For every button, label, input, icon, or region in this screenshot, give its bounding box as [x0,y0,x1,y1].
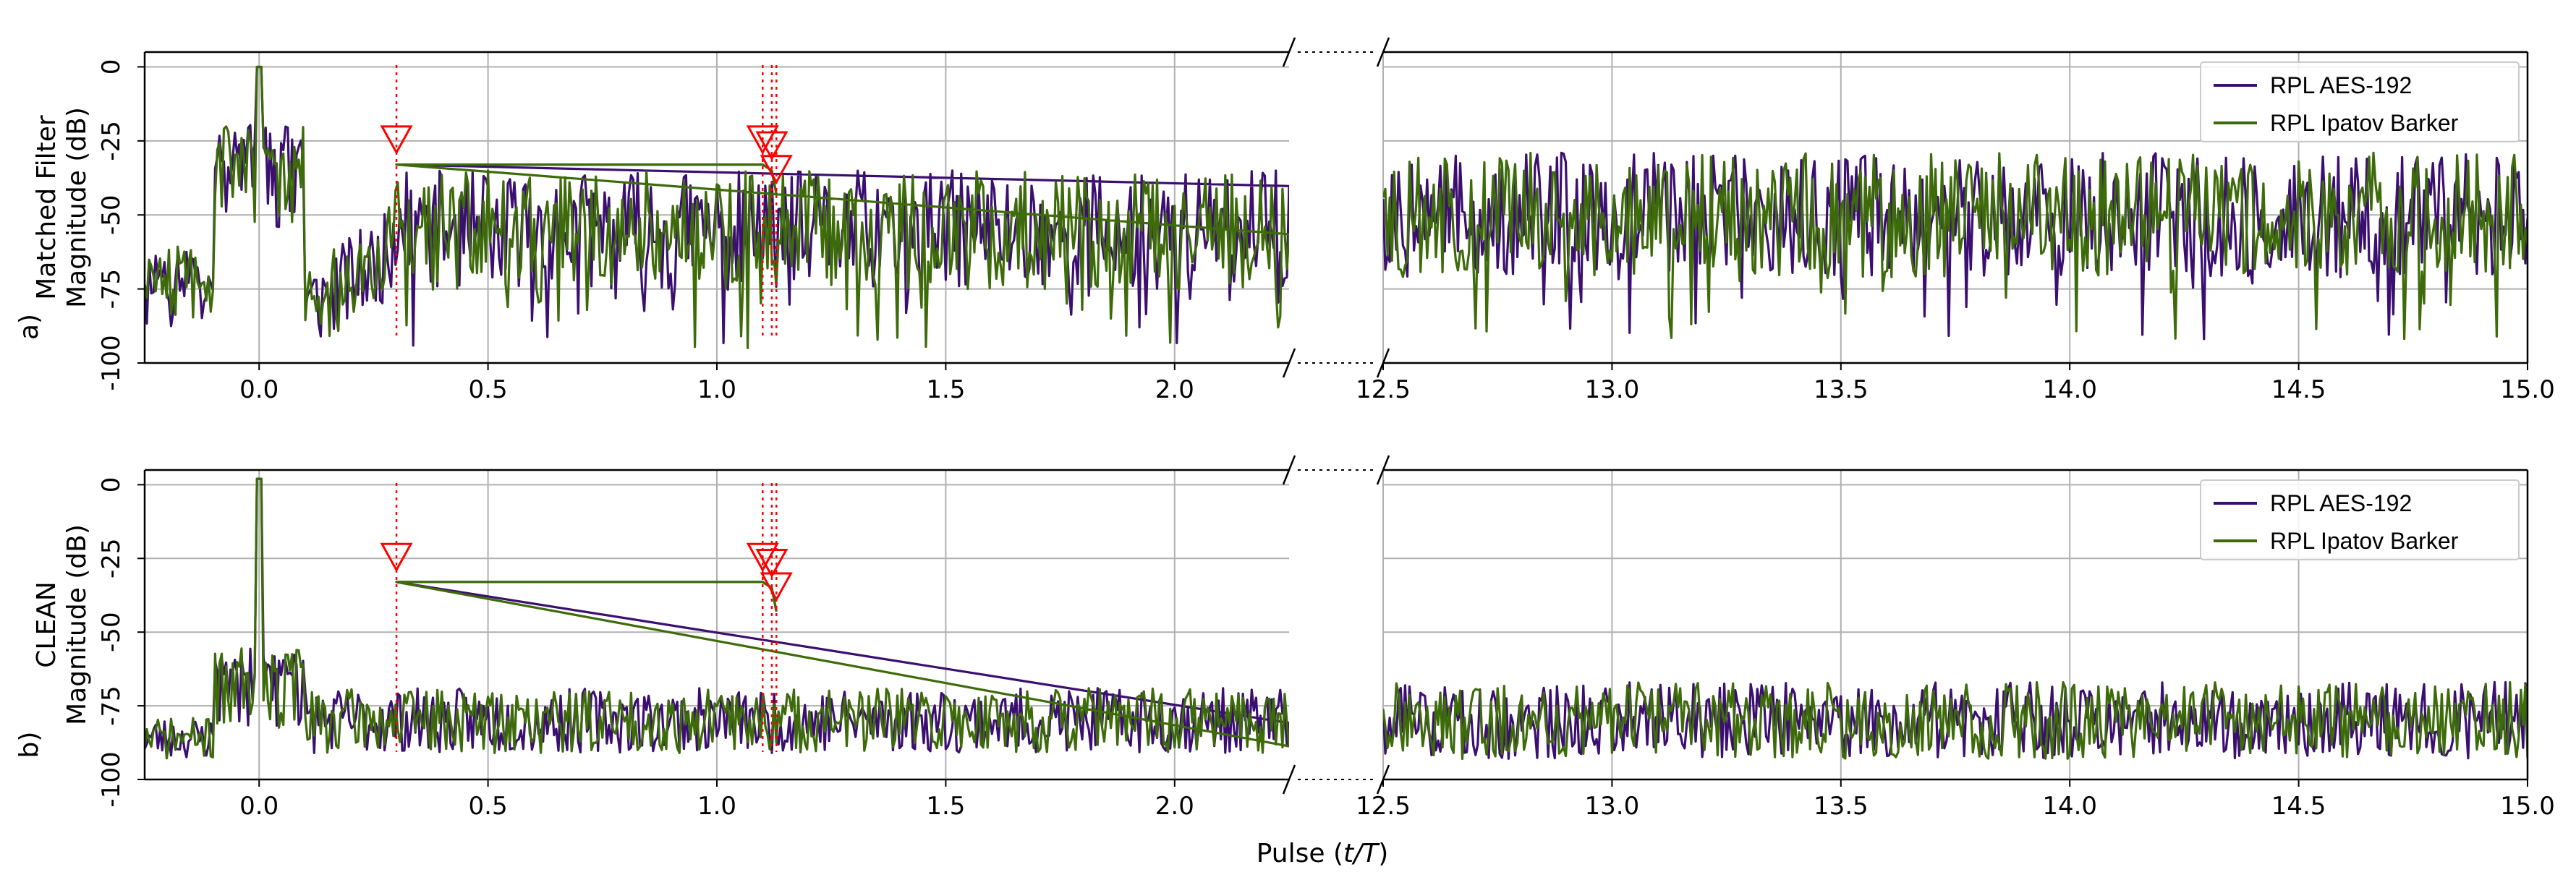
axes-segment: 12.5 13.0 13.5 14.0 14.5 15.0 RPL AES-192 RPL I… [1356,469,2555,821]
marker-triangle [380,542,413,573]
x-tick-label: 14.5 [2271,375,2326,404]
x-tick-label: 15.0 [2500,792,2555,821]
x-tick-label: 1.5 [926,375,965,404]
x-tick-label: 2.0 [1155,792,1194,821]
y-tick-label: -75 [97,685,126,726]
x-tick-label: 14.0 [2042,375,2097,404]
axes-segment: 12.5 13.0 13.5 14.0 14.5 15.0 RPL AES-192 RPL I… [1356,51,2555,404]
axis-break-mark [1376,455,1390,485]
x-tick-label: 1.0 [697,375,736,404]
legend-box [2200,61,2520,142]
legend-label: RPL Ipatov Barker [2270,528,2459,554]
legend-box [2200,479,2520,560]
x-tick-label: 0.0 [239,375,279,404]
series-line [1383,151,2528,341]
axis-break-mark [1376,348,1390,378]
panel-clean: CLEANMagnitude (dB)b)0-25-50-75-100 0.0 0.… [14,455,2555,821]
marker-triangle [760,572,793,602]
y-tick-label: -50 [97,612,126,652]
legend: RPL AES-192 RPL Ipatov Barker [2200,61,2520,142]
x-axis-label: Pulse (t/T) [1257,839,1389,868]
y-axis-label-line1: Matched Filter [32,115,61,300]
x-tick-label: 0.5 [469,375,508,404]
x-tick-label: 13.0 [1585,792,1640,821]
y-tick-label: -100 [97,335,126,390]
y-tick-label: 0 [97,477,126,493]
y-axis-label: CLEANMagnitude (dB) [32,524,92,725]
x-tick-label: 12.5 [1356,375,1411,404]
legend-label: RPL AES-192 [2270,490,2412,516]
marker-triangle [755,548,788,578]
marker-triangle [380,125,413,155]
marker-triangle [755,131,788,161]
axis-break-mark [1376,764,1390,795]
y-axis-label-line1: CLEAN [32,581,61,668]
axes-segment: 0.0 0.5 1.0 1.5 2.0 [143,469,1289,821]
y-tick-label: -100 [97,751,126,807]
series-line [1383,680,2528,760]
y-tick-label: -25 [97,539,126,579]
y-tick-label: -75 [97,269,126,309]
marker-triangle [760,155,793,184]
series-line [1383,151,2528,341]
x-tick-label: 13.5 [1814,375,1869,404]
panel-label: b) [14,732,44,759]
y-axis-label: Matched FilterMagnitude (dB) [32,107,92,308]
x-tick-label: 0.5 [469,792,508,821]
x-axis-label-suffix: ) [1378,839,1388,868]
y-axis-label-line2: Magnitude (dB) [62,107,92,308]
axes-segment: 0.0 0.5 1.0 1.5 2.0 [143,51,1289,404]
axis-break-mark [1282,348,1296,378]
axis-break-mark [1282,455,1296,485]
x-tick-label: 14.0 [2042,792,2097,821]
panel-label: a) [14,314,44,340]
legend-label: RPL Ipatov Barker [2270,110,2459,136]
marker-triangle [746,125,779,155]
x-tick-label: 12.5 [1356,792,1411,821]
legend-label: RPL AES-192 [2270,72,2412,98]
panel-matched-filter: Matched FilterMagnitude (dB) a) 0 -25 -50 -75… [14,37,2555,404]
axis-break-mark [1376,37,1390,67]
x-axis-label-variable: t/T [1343,839,1380,868]
x-tick-label: 1.5 [926,792,965,821]
x-tick-label: 14.5 [2271,792,2326,821]
x-tick-label: 1.0 [697,792,736,821]
series-line [145,477,1289,760]
x-tick-label: 0.0 [239,792,279,821]
y-tick-label: 0 [97,59,126,75]
series-line [145,65,1289,349]
x-tick-label: 13.5 [1814,792,1869,821]
x-tick-label: 13.0 [1585,375,1640,404]
axis-break-mark [1282,37,1296,67]
x-tick-label: 2.0 [1155,375,1194,404]
marker-triangle [746,542,779,573]
x-tick-label: 15.0 [2500,375,2555,404]
x-axis-label-prefix: Pulse ( [1257,839,1343,868]
y-axis-label-line2: Magnitude (dB) [62,524,92,725]
y-tick-label: -50 [97,195,126,235]
axis-break-mark [1282,764,1296,795]
series-line [1383,680,2528,761]
y-tick-label: -25 [97,121,126,161]
legend: RPL AES-192 RPL Ipatov Barker [2200,479,2520,560]
